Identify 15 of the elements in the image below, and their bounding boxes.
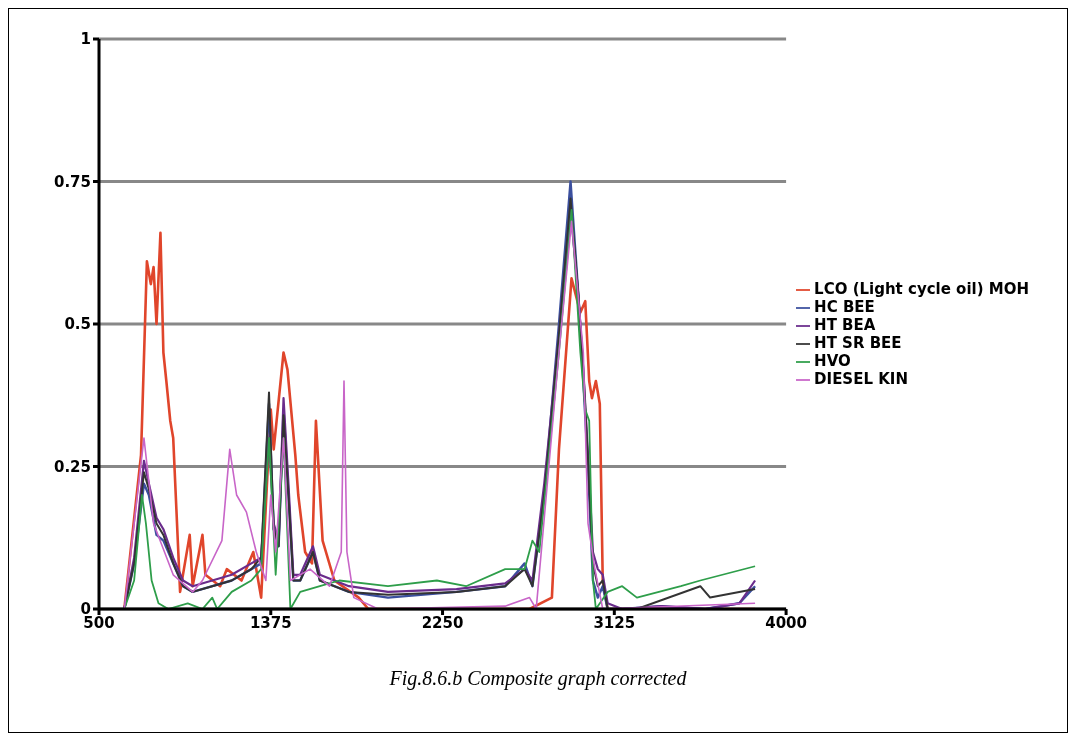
y-tick-label: 0.5 [64,315,91,334]
legend-label: LCO (Light cycle oil) MOH [814,280,1029,298]
caption: Fig.8.6.b Composite graph corrected [388,667,688,690]
y-tick-label: 0.25 [53,457,91,476]
legend-label: DIESEL KIN [814,370,908,388]
x-tick-label: 1375 [249,613,292,632]
y-tick-label: 1 [80,30,91,49]
x-tick-label: 2250 [421,613,464,632]
y-tick-label: 0.75 [53,172,91,191]
legend-label: HT SR BEE [814,334,902,352]
legend-label: HVO [814,352,851,370]
legend-label: HC BEE [814,298,875,316]
x-tick-label: 3125 [593,613,636,632]
x-tick-label: 4000 [765,613,807,632]
legend-label: HT BEA [814,316,876,334]
